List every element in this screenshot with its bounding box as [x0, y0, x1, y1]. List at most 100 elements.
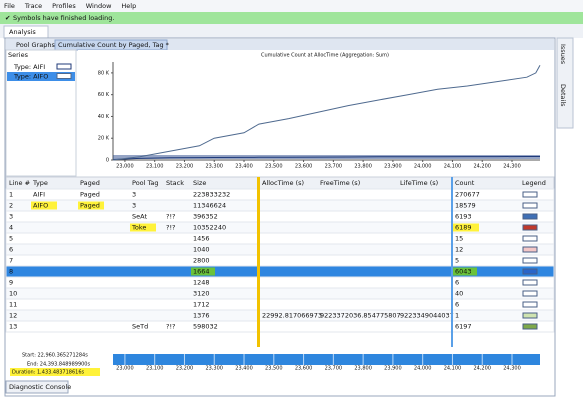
- column-header[interactable]: Pool Tag: [132, 179, 159, 187]
- table-cell: 13: [9, 323, 17, 331]
- cell-highlight: [453, 267, 477, 276]
- table-cell: 3: [9, 213, 13, 221]
- table-cell: 6197: [455, 323, 472, 331]
- table-row[interactable]: [5, 320, 555, 333]
- table-cell: 8: [9, 268, 13, 276]
- table-cell: 1248: [193, 279, 210, 287]
- legend-swatch: [522, 246, 538, 253]
- table-cell: 40: [455, 290, 463, 298]
- timeline-tick-label: 24,000: [414, 366, 432, 372]
- table-row[interactable]: [5, 210, 555, 223]
- series-item[interactable]: Type: AIFI: [13, 63, 45, 71]
- table-row[interactable]: [5, 254, 555, 267]
- analysis-tab-label[interactable]: Analysis: [9, 28, 36, 36]
- x-tick-label: 23,500: [265, 164, 283, 170]
- table-cell: 10352240: [193, 224, 226, 232]
- series-line: [112, 156, 540, 160]
- table-cell: 6189: [455, 224, 472, 232]
- tab-strip: [0, 24, 583, 38]
- status-bar: [0, 12, 583, 24]
- cell-highlight: [191, 267, 215, 276]
- legend-swatch: [522, 235, 538, 242]
- cell-highlight: [130, 223, 156, 232]
- timeline-tick-label: 23,700: [325, 366, 343, 372]
- y-tick-label: 20 K: [98, 136, 110, 142]
- console-button[interactable]: [5, 380, 69, 394]
- table-cell: ?!?: [166, 323, 176, 331]
- timeline-tick-label: 23,600: [295, 366, 313, 372]
- table-cell: 1: [9, 191, 13, 199]
- table-row[interactable]: [5, 232, 555, 245]
- table-cell: Paged: [80, 202, 100, 210]
- column-header[interactable]: Line #: [9, 179, 30, 187]
- x-tick-label: 24,000: [414, 164, 432, 170]
- graph-divider: [451, 177, 453, 347]
- x-tick-label: 23,300: [205, 164, 223, 170]
- view-selector-label[interactable]: Cumulative Count by Paged, Tag *: [58, 41, 170, 49]
- column-header[interactable]: Count: [455, 179, 475, 187]
- column-header[interactable]: Size: [193, 179, 206, 187]
- table-cell: 7: [9, 257, 13, 265]
- table-row[interactable]: [5, 298, 555, 311]
- table-cell: 3: [132, 191, 136, 199]
- timeline-tick-label: 23,500: [265, 366, 283, 372]
- duration-highlight: [10, 368, 100, 376]
- timeline-tick-label: 24,300: [503, 366, 521, 372]
- cell-highlight: [31, 201, 57, 210]
- timeline-tick-label: 23,200: [176, 366, 194, 372]
- column-header[interactable]: AllocTime (s): [262, 179, 304, 187]
- timeline-tick-label: 23,800: [354, 366, 372, 372]
- console-button-label[interactable]: Diagnostic Console: [9, 383, 71, 391]
- table-cell: 11: [9, 301, 17, 309]
- timeline-tick-label: 23,400: [235, 366, 253, 372]
- column-header[interactable]: FreeTime (s): [320, 179, 360, 187]
- table-cell: 6: [9, 246, 13, 254]
- series-item[interactable]: Type: AIFO: [13, 73, 48, 81]
- table-cell: ?!?: [166, 213, 176, 221]
- table-cell: SeTd: [132, 323, 148, 331]
- table-cell: 9: [9, 279, 13, 287]
- legend-swatch: [522, 257, 538, 264]
- menu-item[interactable]: File: [4, 2, 15, 10]
- legend-swatch: [522, 224, 538, 231]
- table-cell: 22992.817066973: [262, 312, 322, 320]
- menu-bar: [0, 0, 583, 12]
- menu-item[interactable]: Profiles: [52, 2, 76, 10]
- column-header[interactable]: Type: [32, 179, 48, 187]
- timeline-tick-label: 24,100: [444, 366, 462, 372]
- table-cell: 270677: [455, 191, 480, 199]
- table-cell: Toke: [131, 224, 146, 232]
- chart-title: Cumulative Count at AllocTime (Aggregati…: [261, 53, 389, 59]
- menu-item[interactable]: Help: [121, 2, 136, 10]
- table-cell: 5: [455, 257, 459, 265]
- table-cell: 15: [455, 235, 463, 243]
- side-tab[interactable]: Issues: [559, 44, 567, 65]
- table-cell: AIFO: [33, 202, 48, 210]
- table-row[interactable]: [5, 243, 555, 256]
- side-tab[interactable]: Details: [559, 84, 567, 107]
- table-cell: 2: [9, 202, 13, 210]
- column-header[interactable]: Paged: [80, 179, 100, 187]
- pane-title: Pool Graphs: [16, 41, 55, 49]
- column-header[interactable]: Stack: [166, 179, 184, 187]
- table-cell: AIFI: [33, 191, 45, 199]
- x-tick-label: 23,200: [176, 164, 194, 170]
- timeline-end: End: 24,393.848989900s: [27, 362, 90, 368]
- y-tick-label: 0: [106, 158, 109, 164]
- legend-swatch: [522, 301, 538, 308]
- menu-item[interactable]: Window: [86, 2, 112, 10]
- timeline-tick-label: 23,300: [205, 366, 223, 372]
- column-header[interactable]: Legend: [522, 179, 546, 187]
- table-row[interactable]: [5, 276, 555, 289]
- y-tick-label: 40 K: [98, 114, 110, 120]
- table-cell: SeAt: [132, 213, 147, 221]
- table-cell: 12: [9, 312, 17, 320]
- legend-swatch: [522, 191, 538, 198]
- table-row[interactable]: [5, 287, 555, 300]
- series-title: Series: [8, 51, 29, 59]
- table-cell: 18579: [455, 202, 476, 210]
- legend-swatch: [522, 202, 538, 209]
- timeline-tick-label: 23,900: [384, 366, 402, 372]
- menu-item[interactable]: Trace: [24, 2, 42, 10]
- column-header[interactable]: LifeTime (s): [400, 179, 438, 187]
